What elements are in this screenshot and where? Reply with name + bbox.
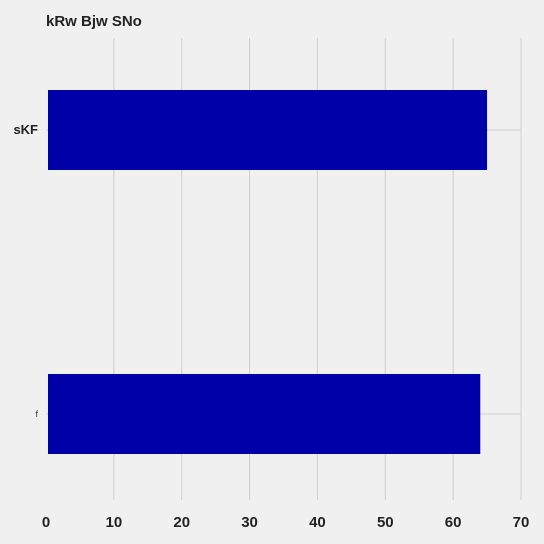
x-tick-label: 50: [377, 514, 394, 531]
chart-title: kRw Bjw SNo: [46, 13, 142, 30]
x-tick-label: 40: [309, 514, 326, 531]
y-axis-ticks: sKF f: [13, 122, 38, 419]
bar-sKF: [48, 90, 488, 170]
x-tick-label: 20: [173, 514, 190, 531]
bar-f: [48, 374, 481, 454]
y-tick-label: f: [35, 409, 38, 419]
y-tick-label: sKF: [13, 122, 38, 137]
x-tick-label: 60: [445, 514, 462, 531]
x-tick-label: 10: [106, 514, 123, 531]
bars: [48, 90, 488, 454]
x-tick-label: 30: [241, 514, 258, 531]
x-tick-label: 70: [513, 514, 530, 531]
x-axis-ticks: 0 10 20 30 40 50 60 70: [42, 514, 530, 531]
x-tick-label: 0: [42, 514, 50, 531]
